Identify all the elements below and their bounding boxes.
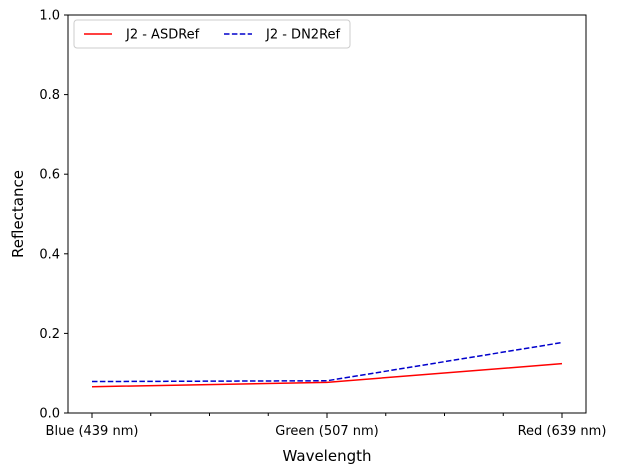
y-tick-label: 0.6 (39, 168, 60, 183)
series-layer (91, 341, 563, 388)
legend-box (73, 19, 351, 49)
legend-label-2: J2 - DN2Ref (265, 28, 341, 43)
axes-layer: 0.0 0.2 0.4 0.6 0.8 1.0 Blue (439 nm) Green (50… (39, 9, 606, 440)
y-tick-label: 1.0 (39, 9, 60, 24)
legend: J2 - ASDRef J2 - DN2Ref (73, 19, 351, 49)
x-tick-label: Blue (439 nm) (46, 424, 139, 439)
x-tick-label: Green (507 nm) (275, 424, 379, 439)
y-tick-label: 0.4 (39, 247, 60, 262)
plot-background (68, 15, 586, 413)
y-tick-label: 0.0 (39, 407, 60, 422)
x-tick-label: Red (639 nm) (518, 424, 607, 439)
y-tick-label: 0.8 (39, 88, 60, 103)
y-tick-label: 0.2 (39, 327, 60, 342)
x-axis-title: Wavelength (283, 447, 372, 465)
y-axis-title: Reflectance (9, 170, 27, 258)
plot-area (68, 15, 586, 413)
legend-label-1: J2 - ASDRef (125, 28, 200, 43)
series-line-1 (91, 362, 563, 388)
